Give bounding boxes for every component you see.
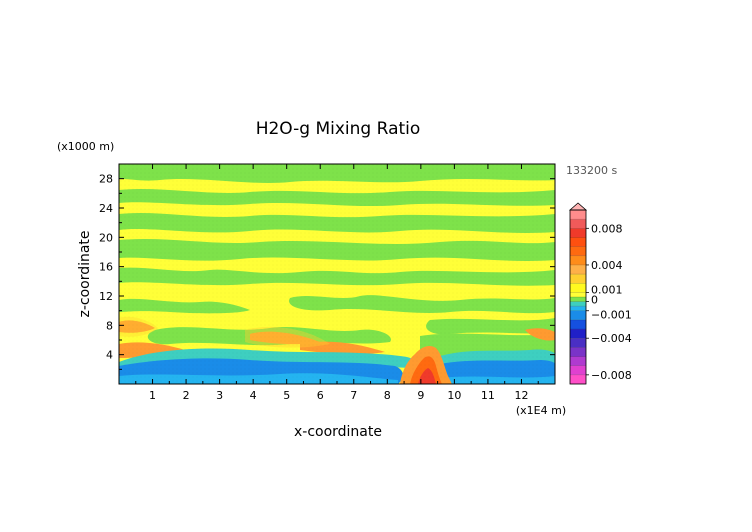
y-tick-label: 16 [99,261,113,274]
time-label: 133200 s [566,164,617,177]
colorbar-segment [570,319,586,330]
x-tick-label: 10 [447,389,461,402]
colorbar-segment [570,255,586,265]
colorbar-segment [570,210,586,220]
colorbar-segment [570,338,586,348]
colorbar-segment [570,356,586,366]
x-tick-label: 3 [216,389,223,402]
x-tick-label: 8 [384,389,391,402]
y-tick-label: 20 [99,231,113,244]
y-tick-label: 8 [106,319,113,332]
colorbar-tick-label: 0.008 [591,222,623,235]
x-tick-label: 12 [514,389,528,402]
colorbar-tick-label: −0.001 [591,309,632,322]
heatmap-field [119,164,555,384]
x-axis-label: x-coordinate [294,424,382,440]
colorbar-segment [570,329,586,339]
colorbar-extend-arrow [568,202,588,211]
x-tick-label: 6 [317,389,324,402]
colorbar-segment [570,292,586,297]
x-tick-label: 5 [283,389,290,402]
colorbar-segment [570,283,586,293]
colorbar-segment [570,310,586,320]
y-tick-label: 28 [99,173,113,186]
colorbar-segment [570,365,586,375]
colorbar-tick-label: 0.004 [591,259,623,272]
colorbar-segment [570,301,586,307]
colorbar-segment [570,219,586,229]
x-tick-label: 1 [149,389,156,402]
field-texture [119,164,555,384]
y-tick-label: 24 [99,202,113,215]
chart-title: H2O-g Mixing Ratio [256,119,421,139]
x-tick-label: 9 [417,389,424,402]
y-tick-label: 12 [99,290,113,303]
colorbar-tick-label: −0.004 [591,332,632,345]
colorbar-segment [570,306,586,311]
x-tick-label: 2 [183,389,190,402]
x-tick-label: 7 [350,389,357,402]
colorbar-tick-label: 0 [591,294,598,307]
x-tick-label: 11 [481,389,495,402]
colorbar-segment [570,374,586,384]
colorbar-segment [570,237,586,247]
y-axis: 4 8 12 16 20 24 28 [99,173,555,370]
colorbar-segment [570,297,586,302]
y-axis-label: z-coordinate [77,230,93,317]
x-tick-label: 4 [250,389,257,402]
colorbar-tick-label: −0.008 [591,369,632,382]
colorbar-segment [570,228,586,238]
colorbar-segment [570,347,586,357]
x-unit-label: (x1E4 m) [516,404,566,417]
colorbar-segment [570,274,586,284]
y-unit-label: (x1000 m) [57,140,114,153]
x-axis: 1 2 3 4 5 6 7 8 9 10 11 12 [135,164,539,402]
colorbar-segment [570,246,586,256]
colorbar-tick-label: 0.001 [591,283,623,296]
y-tick-label: 4 [106,349,113,362]
colorbar-segment [570,264,586,275]
